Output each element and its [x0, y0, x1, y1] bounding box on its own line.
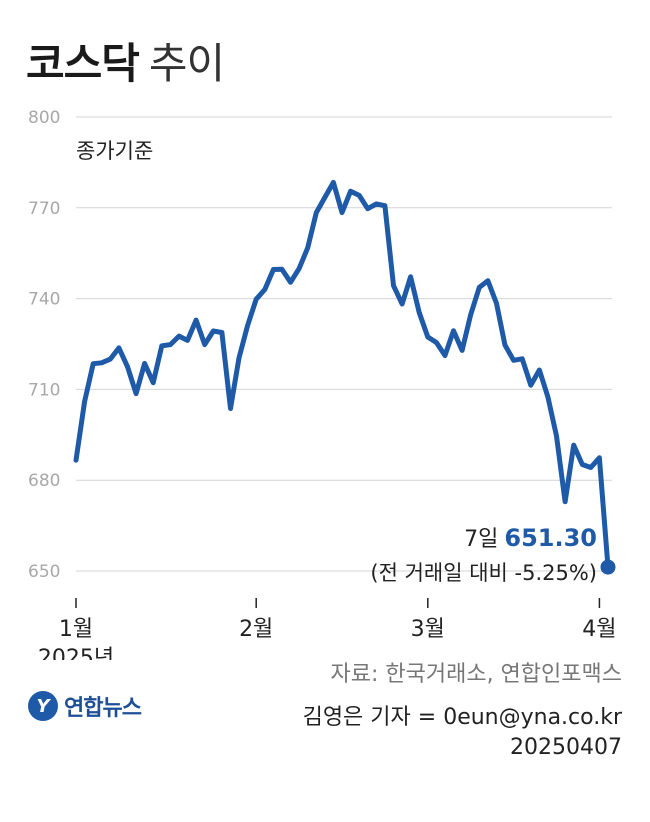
y-tick-label: 740: [28, 290, 60, 310]
annotation-value-label: 7일 651.30: [464, 524, 597, 552]
x-axis-year-label: 2025년: [38, 646, 114, 660]
x-tick-label: 4월: [582, 617, 616, 642]
last-point-marker: [600, 559, 616, 575]
chart-title: 코스닥 추이: [26, 30, 225, 91]
grid-lines: [76, 116, 612, 572]
yonhap-logo: Y 연합뉴스: [28, 690, 142, 722]
x-tick-label: 2월: [239, 617, 273, 642]
title-main: 코스닥: [26, 39, 140, 88]
y-tick-label: 770: [28, 199, 60, 219]
y-axis-ticks: 800 770 740 710 680 650: [28, 108, 60, 582]
publish-date: 20250407: [510, 735, 622, 760]
annotation-day: 7일: [464, 527, 498, 552]
y-tick-label: 800: [28, 108, 60, 128]
y-axis-label: 종가기준: [76, 139, 153, 163]
annotation-change: (전 거래일 대비 -5.25%): [370, 561, 597, 585]
title-sub: 추이: [148, 39, 225, 88]
x-axis: 1월 2월 3월 4월 2025년: [38, 598, 617, 660]
y-tick-label: 650: [28, 562, 60, 582]
credit-block: 김영은 기자 = 0eun@yna.co.kr 20250407: [303, 703, 622, 763]
x-tick-label: 3월: [411, 617, 445, 642]
reporter-credit: 김영은 기자 = 0eun@yna.co.kr: [302, 705, 622, 730]
line-chart: 800 770 740 710 680 650 종가기준 1월 2월 3월 4월 2025년 7일…: [28, 108, 617, 660]
y-tick-label: 710: [28, 380, 60, 400]
y-tick-label: 680: [28, 471, 60, 491]
yonhap-logo-text: 연합뉴스: [64, 696, 142, 721]
x-tick-label: 1월: [59, 617, 93, 642]
source-note: 자료: 한국거래소, 연합인포맥스: [330, 662, 622, 687]
yonhap-logo-icon: Y: [28, 691, 58, 721]
series-line-kosdaq: [73, 179, 611, 570]
annotation-value: 651.30: [504, 524, 597, 552]
